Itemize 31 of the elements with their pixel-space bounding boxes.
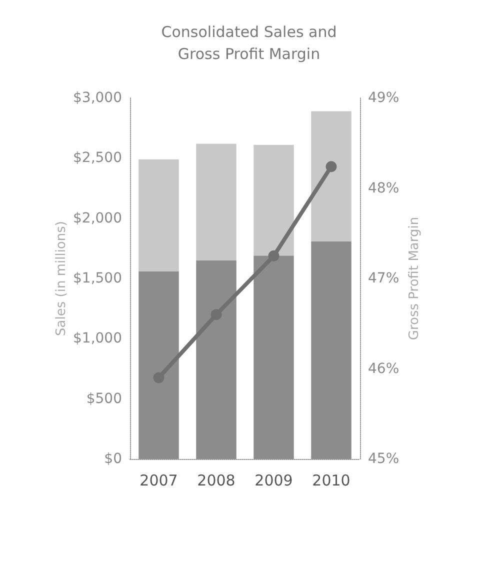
bar bbox=[311, 241, 352, 459]
y2-tick-label: 45% bbox=[368, 451, 400, 467]
y2-tick-label: 48% bbox=[368, 180, 400, 196]
bar bbox=[254, 256, 294, 459]
x-tick-label: 2009 bbox=[254, 472, 293, 490]
y2-tick-label: 46% bbox=[368, 360, 400, 377]
bar bbox=[254, 144, 294, 256]
y2-tick-label: 49% bbox=[368, 90, 400, 106]
y-tick-label: $0 bbox=[104, 451, 122, 467]
bar bbox=[138, 271, 179, 459]
y-tick-label: $2,000 bbox=[73, 210, 122, 226]
point bbox=[268, 250, 280, 262]
y-tick-label: $1,000 bbox=[73, 330, 122, 347]
y-axis-title: Sales (in millions) bbox=[54, 221, 69, 336]
bar bbox=[138, 159, 179, 272]
x-tick-label: 2007 bbox=[140, 472, 178, 490]
y-tick-label: $2,500 bbox=[73, 150, 122, 166]
x-tick-label: 2010 bbox=[312, 472, 350, 490]
point bbox=[210, 309, 222, 320]
chart-title: Consolidated Sales and Gross Profit Margin bbox=[161, 23, 337, 63]
point bbox=[326, 161, 337, 172]
y2-axis-title: Gross Profit Margin bbox=[407, 216, 422, 340]
y-tick-label: $1,500 bbox=[73, 270, 122, 286]
bar bbox=[196, 260, 236, 459]
y-tick-label: $3,000 bbox=[73, 90, 122, 106]
bar bbox=[311, 111, 352, 242]
y2-tick-label: 47% bbox=[368, 270, 400, 286]
y-tick-label: $500 bbox=[86, 390, 122, 407]
x-tick-label: 2008 bbox=[197, 472, 236, 490]
bar bbox=[196, 144, 236, 260]
point bbox=[153, 372, 164, 384]
